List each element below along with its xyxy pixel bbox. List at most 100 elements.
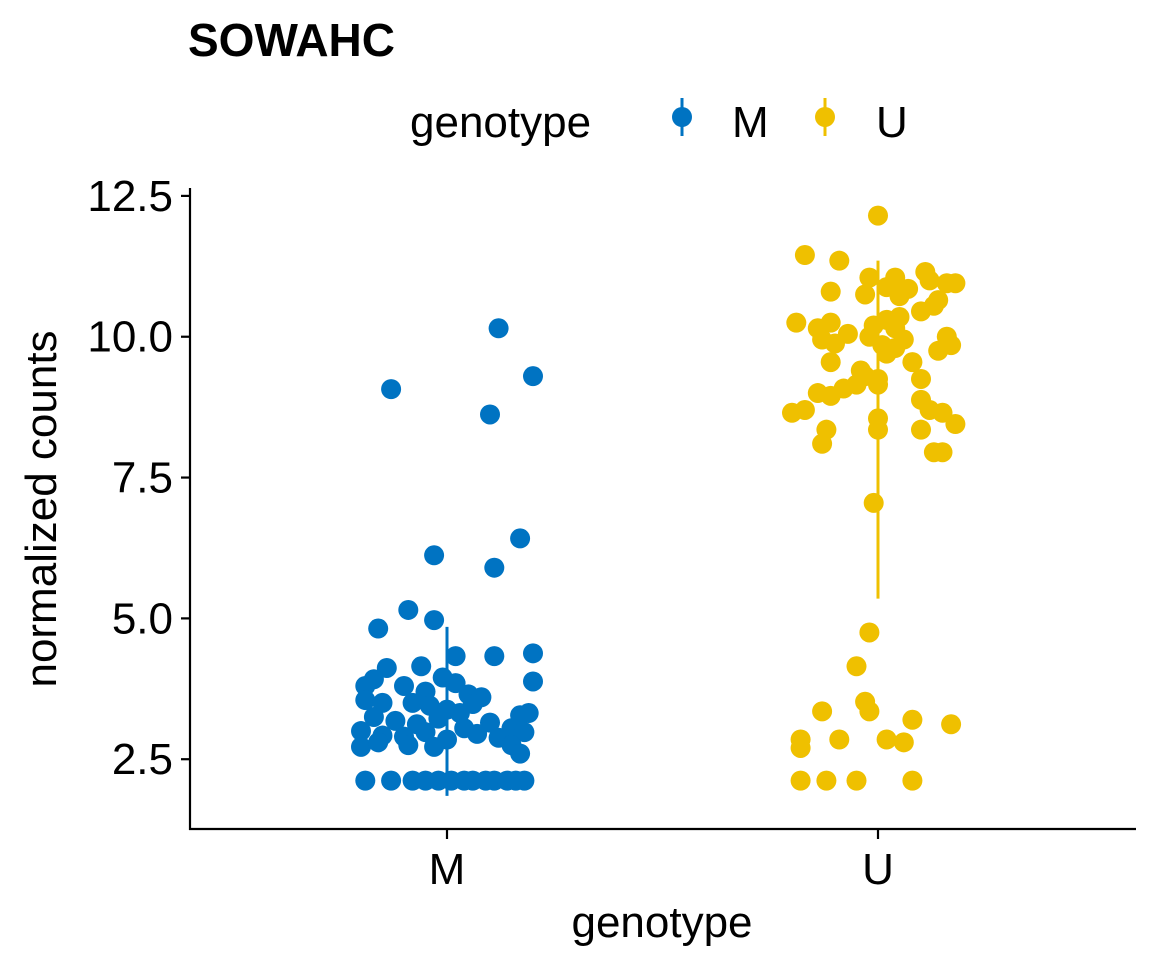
data-point	[484, 646, 505, 667]
data-point	[863, 492, 884, 513]
data-point	[820, 281, 841, 302]
data-point	[363, 706, 384, 727]
data-point	[394, 675, 414, 696]
legend-label: M	[732, 98, 769, 147]
data-point	[424, 545, 445, 566]
data-point	[846, 656, 867, 677]
data-point	[923, 295, 944, 316]
legend-title: genotype	[410, 98, 591, 147]
data-point	[355, 690, 376, 711]
data-point	[820, 352, 841, 373]
chart-title: SOWAHC	[188, 14, 395, 66]
data-point	[523, 366, 543, 387]
data-point	[355, 770, 376, 791]
data-point	[855, 284, 876, 305]
data-point	[445, 646, 466, 667]
data-point	[876, 729, 897, 750]
legend-entry-M: M	[672, 98, 769, 147]
data-point	[932, 442, 953, 463]
data-point	[868, 419, 888, 440]
data-point	[355, 675, 376, 696]
y-tick-label: 5.0	[112, 594, 173, 643]
data-point	[424, 610, 445, 631]
data-point	[398, 599, 419, 620]
data-point	[812, 701, 833, 722]
data-point	[868, 205, 888, 226]
data-point	[902, 352, 923, 373]
data-point	[467, 723, 488, 744]
data-point	[488, 318, 509, 339]
data-point	[919, 270, 940, 291]
data-point	[812, 433, 833, 454]
x-axis-title: genotype	[571, 898, 752, 947]
data-point	[368, 618, 389, 639]
data-point	[945, 414, 966, 435]
data-point	[514, 722, 535, 743]
data-point	[484, 557, 505, 578]
data-point	[445, 673, 466, 694]
data-point	[523, 671, 543, 692]
data-point	[911, 368, 931, 389]
y-axis-title: normalized counts	[17, 330, 66, 687]
data-point	[945, 273, 966, 294]
data-point	[829, 729, 850, 750]
y-tick-label: 10.0	[87, 313, 173, 362]
data-point	[859, 701, 880, 722]
data-point	[816, 770, 837, 791]
data-point	[402, 692, 423, 713]
data-point	[790, 770, 811, 791]
data-point	[411, 656, 432, 677]
data-point	[480, 404, 500, 425]
data-point	[825, 333, 845, 354]
data-point	[786, 312, 807, 333]
data-point	[510, 528, 531, 549]
data-point	[820, 385, 841, 406]
data-point	[480, 712, 500, 733]
data-point	[415, 722, 436, 743]
data-point	[428, 708, 449, 729]
legend-entry-U: U	[815, 98, 908, 147]
data-point	[893, 732, 914, 753]
data-point	[794, 399, 815, 420]
data-point	[859, 267, 880, 288]
data-point	[351, 721, 371, 742]
x-tick-label: M	[429, 845, 466, 894]
legend-key-dot	[815, 107, 835, 127]
data-point	[902, 709, 923, 730]
legend-label: U	[876, 98, 908, 147]
data-point	[820, 312, 841, 333]
data-point	[510, 743, 531, 764]
data-point	[381, 770, 402, 791]
data-point	[514, 770, 535, 791]
data-point	[790, 737, 811, 758]
data-point	[941, 714, 962, 735]
data-point	[932, 402, 953, 423]
data-point	[518, 703, 539, 724]
data-point	[829, 250, 850, 271]
data-point	[385, 710, 406, 731]
data-point	[859, 622, 880, 643]
y-tick-label: 7.5	[112, 454, 173, 503]
data-point	[902, 770, 923, 791]
data-point	[381, 379, 402, 400]
data-point	[846, 770, 867, 791]
series-U	[782, 205, 966, 791]
y-tick-label: 2.5	[112, 735, 173, 784]
data-point	[893, 329, 914, 350]
y-tick-label: 12.5	[87, 172, 173, 221]
x-tick-label: U	[862, 845, 894, 894]
data-point	[794, 245, 815, 266]
data-point	[868, 374, 888, 395]
data-point	[424, 736, 445, 757]
series-layer	[351, 205, 966, 796]
data-point	[376, 657, 397, 678]
data-point	[523, 643, 543, 664]
legend-key-dot	[672, 107, 692, 127]
data-point	[368, 732, 389, 753]
